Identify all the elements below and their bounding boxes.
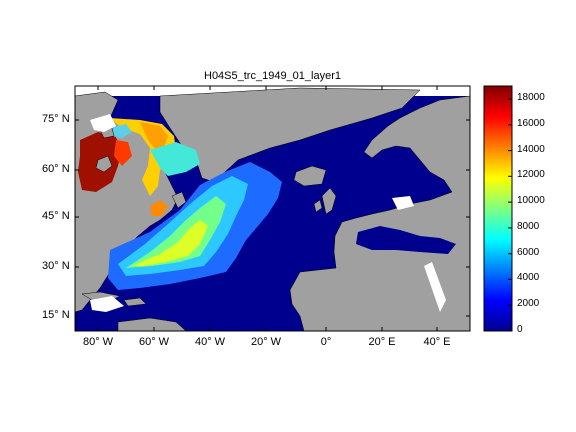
colorbar-label-0: 0 [517,324,523,335]
map-frame [74,85,471,332]
lon-label-0: 0° [320,336,332,348]
colorbar-label-18000: 18000 [517,92,545,103]
colorbar-label-12000: 12000 [517,169,545,180]
plot-title: H04S5_trc_1949_01_layer1 [204,70,341,82]
colorbar-label-14000: 14000 [517,144,545,155]
iceland-land [293,165,327,187]
colorbar-label-8000: 8000 [517,221,540,232]
lon-ticks [97,86,438,331]
greenland-land [159,87,421,183]
lat-ticks [75,119,470,317]
lon-label-60w: 60° W [138,336,170,348]
ireland-land [313,199,323,213]
lat-label-15: 15° N [42,309,70,321]
nodata-sahara [424,262,446,312]
colorbar-label-2000: 2000 [517,298,540,309]
lon-label-80w: 80° W [82,336,114,348]
colorbar [483,85,513,332]
nodata-arctic [90,114,116,132]
hispaniola-land [123,297,147,307]
lon-label-20w: 20° W [250,336,282,348]
colorbar-label-10000: 10000 [517,195,545,206]
nodata-caribbean [90,296,124,312]
colorbar-ticks [508,98,512,332]
lat-label-30: 30° N [42,260,70,272]
colorbar-label-6000: 6000 [517,247,540,258]
great-britain-land [321,187,337,215]
lat-label-45: 45° N [42,210,70,222]
lat-label-75: 75° N [42,113,70,125]
south-america-land [117,317,187,331]
nodata-europe [392,196,414,210]
tracer-field [78,118,282,290]
colorbar-label-4000: 4000 [517,272,540,283]
mediterranean-sea [356,226,456,254]
hudson-bay-island [95,155,113,173]
lon-label-40w: 40° W [194,336,226,348]
colorbar-label-16000: 16000 [517,118,545,129]
newfoundland-land [171,191,187,209]
lat-label-60: 60° N [42,163,70,175]
lon-label-20e: 20° E [368,336,396,348]
lon-label-40e: 40° E [423,336,451,348]
eurasia-africa-land [289,95,470,331]
